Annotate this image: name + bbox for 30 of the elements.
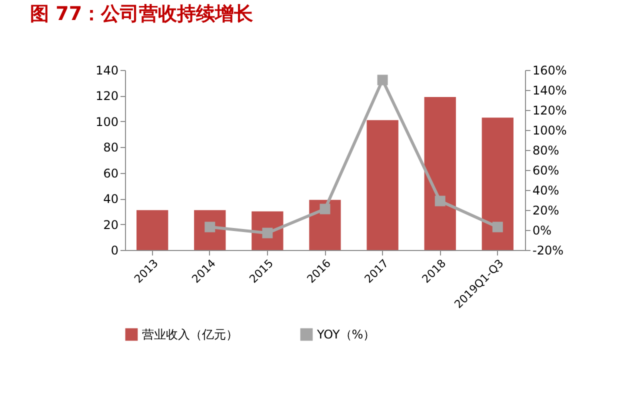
- y-tick-label: 20: [103, 218, 118, 232]
- y-tick-label: 80: [103, 140, 118, 155]
- y2-tick-label: 100%: [532, 124, 567, 138]
- legend-label: 营业收入（亿元）: [142, 328, 238, 342]
- y2-tick-label: 80%: [532, 144, 560, 158]
- chart-title: 图 77：公司营收持续增长: [30, 3, 254, 25]
- y2-tick-label: 0%: [532, 224, 552, 238]
- y2-tick-label: -20%: [532, 244, 564, 258]
- y-tick-label: 60: [103, 166, 118, 180]
- y2-tick-label: 20%: [532, 204, 560, 218]
- point: [377, 74, 388, 86]
- point: [320, 204, 330, 214]
- bar: [482, 118, 514, 250]
- y-tick-label: 120: [96, 89, 118, 104]
- y2-tick-label: 120%: [532, 104, 567, 118]
- y-tick-label: 100: [96, 114, 118, 129]
- y2-tick-label: 160%: [532, 64, 567, 78]
- y2-tick-label: 140%: [532, 84, 567, 98]
- bar: [366, 120, 398, 250]
- bar: [424, 97, 456, 250]
- y2-tick-label: 60%: [532, 164, 560, 178]
- point: [434, 196, 446, 206]
- point: [492, 222, 503, 232]
- y2-tick-label: 40%: [532, 184, 560, 198]
- y-tick-label: 40: [103, 192, 118, 206]
- bar: [136, 210, 168, 250]
- legend-label: YOY（%）: [316, 328, 376, 342]
- y-tick-label: 0: [110, 244, 118, 258]
- bar: [309, 200, 341, 250]
- y-tick-label: 140: [96, 64, 118, 78]
